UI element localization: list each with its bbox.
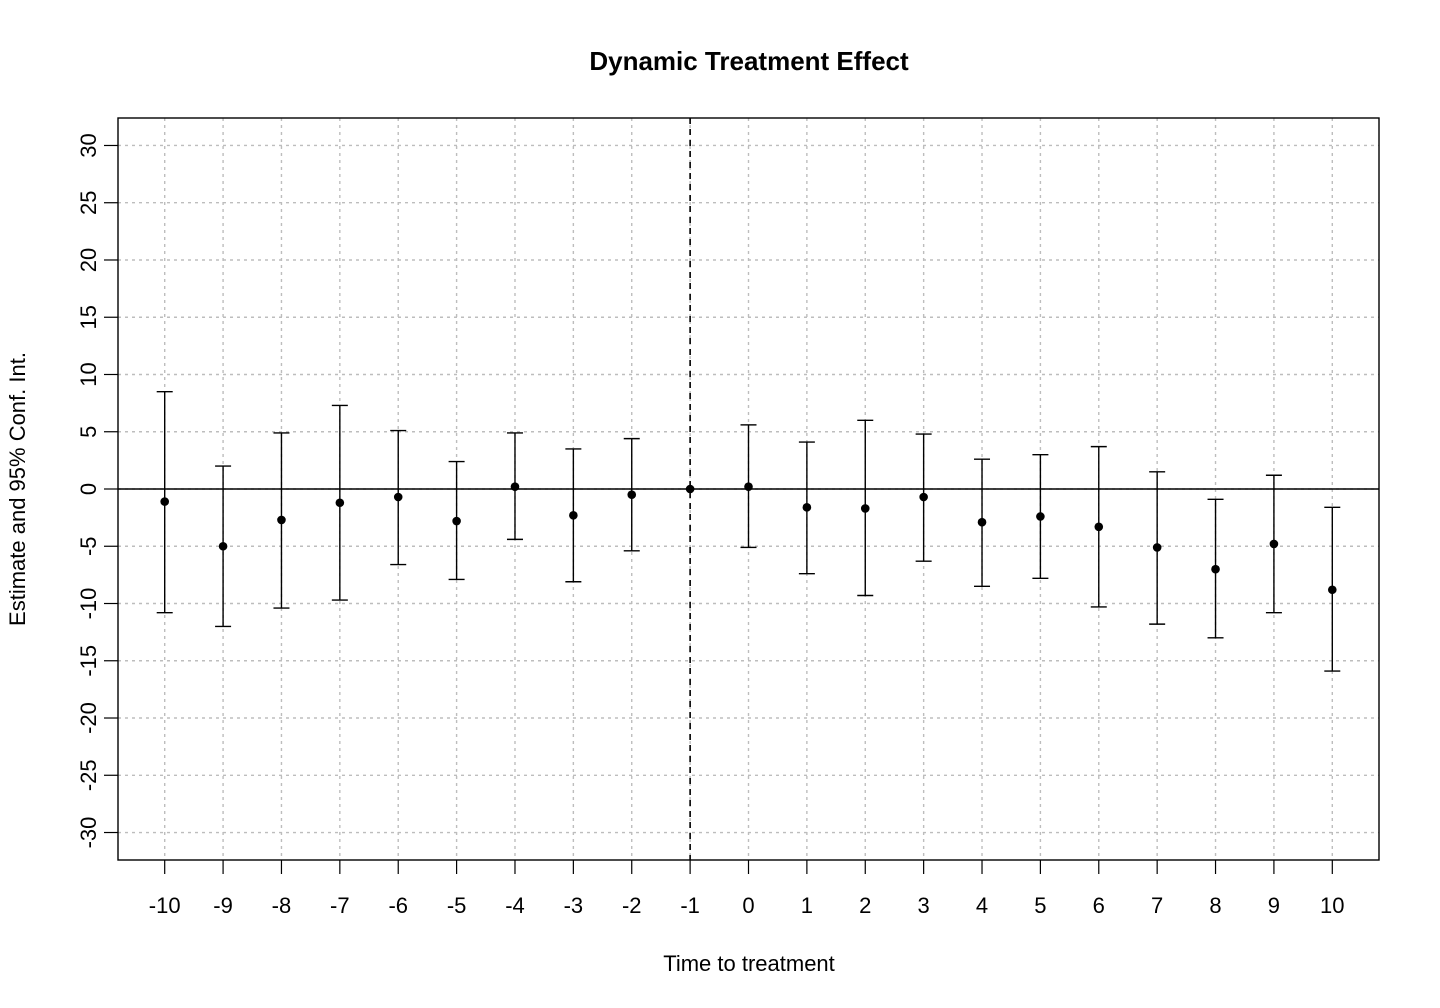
y-tick-label: 25 [76, 190, 101, 214]
estimate-point [452, 516, 461, 526]
x-tick-label: -5 [447, 893, 467, 918]
x-tick-label: 5 [1034, 893, 1046, 918]
estimate-point [393, 492, 403, 502]
x-axis-label: Time to treatment [663, 951, 835, 976]
y-tick-label: -15 [76, 645, 101, 677]
x-tick-label: 9 [1268, 893, 1280, 918]
estimate-point [1152, 543, 1162, 552]
chart-title: Dynamic Treatment Effect [589, 46, 909, 76]
x-tick-label: 6 [1093, 893, 1105, 918]
x-tick-label: 10 [1320, 893, 1344, 918]
x-tick-label: 0 [742, 893, 754, 918]
x-tick-label: -7 [330, 893, 350, 918]
estimate-point [335, 498, 345, 508]
estimate-point [1211, 564, 1220, 574]
x-tick-label: 3 [918, 893, 930, 918]
estimate-point [1036, 512, 1045, 521]
y-tick-label: -5 [76, 536, 101, 556]
estimate-point [627, 490, 637, 500]
x-tick-label: -9 [213, 893, 233, 918]
y-tick-label: 0 [76, 483, 101, 495]
y-tick-label: 5 [76, 426, 101, 438]
x-tick-label: 2 [859, 893, 871, 918]
y-tick-label: -10 [76, 588, 101, 620]
estimate-point [277, 515, 286, 525]
estimate-point [860, 504, 870, 513]
x-tick-label: -6 [388, 893, 408, 918]
y-tick-label: -20 [76, 702, 101, 734]
estimate-point [1327, 585, 1337, 595]
x-tick-label: 4 [976, 893, 988, 918]
y-tick-label: -30 [76, 817, 101, 849]
estimate-point [685, 484, 695, 494]
estimate-point [218, 541, 228, 551]
estimate-point [569, 511, 578, 520]
x-tick-label: 7 [1151, 893, 1163, 918]
y-tick-label: 15 [76, 305, 101, 329]
estimate-point [1269, 539, 1279, 549]
y-axis-label: Estimate and 95% Conf. Int. [5, 352, 30, 626]
y-tick-label: 20 [76, 248, 101, 272]
x-tick-label: 8 [1209, 893, 1221, 918]
x-tick-label: -4 [505, 893, 525, 918]
y-tick-label: 10 [76, 362, 101, 386]
estimate-point [919, 492, 928, 502]
confidence-intervals [156, 390, 1341, 672]
estimate-point [977, 517, 987, 527]
estimate-point [1094, 522, 1104, 532]
x-tick-label: -2 [622, 893, 642, 918]
x-tick-label: -10 [149, 893, 181, 918]
y-tick-label: 30 [76, 133, 101, 157]
x-tick-label: -8 [272, 893, 292, 918]
x-tick-label: -1 [680, 893, 700, 918]
estimate-point [160, 497, 170, 506]
y-axis: -30 -25 -20 -15 -10 -5 0 5 10 15 20 25 30 [76, 133, 118, 848]
point-estimates [160, 482, 1337, 595]
estimate-point [510, 482, 520, 492]
x-tick-label: -3 [564, 893, 584, 918]
x-tick-label: 1 [801, 893, 813, 918]
y-tick-label: -25 [76, 759, 101, 791]
estimate-point [802, 503, 812, 512]
x-axis: -10 -9 -8 -7 -6 -5 -4 -3 -2 -1 0 1 2 3 4 5 6 7 8 9 10 [149, 860, 1345, 918]
estimate-point [744, 482, 753, 492]
